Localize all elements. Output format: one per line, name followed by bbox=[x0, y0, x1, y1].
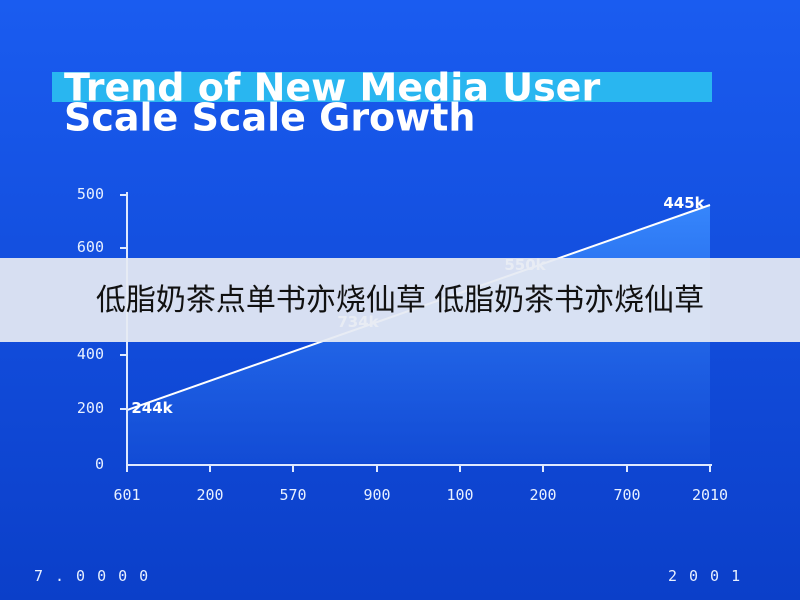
banner-text: 低脂奶茶点单书亦烧仙草 低脂奶茶书亦烧仙草 bbox=[96, 284, 704, 317]
title-highlight bbox=[52, 72, 712, 102]
y-label: 0 bbox=[95, 455, 104, 473]
x-label: 700 bbox=[613, 486, 640, 504]
footer-left: 7.0000 bbox=[34, 567, 160, 585]
y-label: 600 bbox=[77, 238, 104, 256]
data-label: 244k bbox=[131, 399, 173, 417]
y-label: 400 bbox=[77, 345, 104, 363]
x-label: 601 bbox=[113, 486, 140, 504]
y-label: 200 bbox=[77, 399, 104, 417]
y-label: 500 bbox=[77, 185, 104, 203]
data-label: 445k bbox=[663, 194, 705, 212]
x-label: 900 bbox=[363, 486, 390, 504]
ticks bbox=[120, 194, 711, 472]
x-label: 200 bbox=[529, 486, 556, 504]
banner bbox=[0, 258, 800, 342]
x-label: 2010 bbox=[692, 486, 728, 504]
x-label: 570 bbox=[279, 486, 306, 504]
title-line: Trend of New Media User bbox=[64, 66, 600, 110]
title-line: Scale Scale Growth bbox=[64, 96, 476, 140]
footer-right: 2001 bbox=[668, 567, 752, 585]
x-label: 200 bbox=[196, 486, 223, 504]
x-label: 100 bbox=[446, 486, 473, 504]
